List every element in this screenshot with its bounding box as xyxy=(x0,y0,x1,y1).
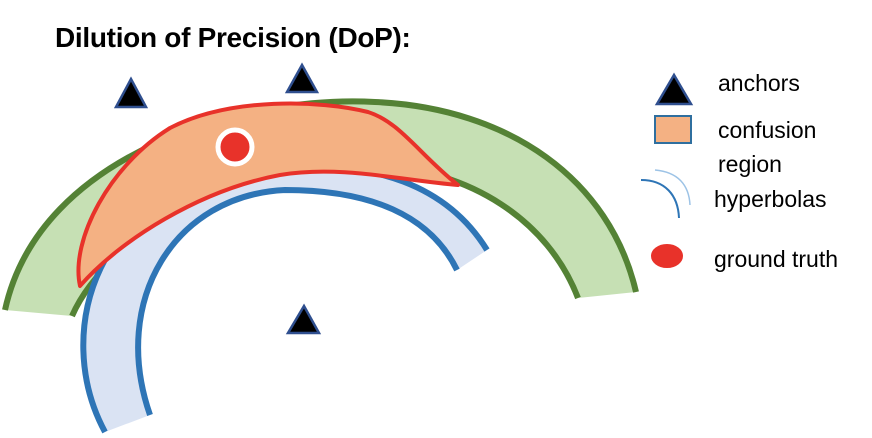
confusion-region xyxy=(76,101,460,288)
legend-hyperbola-arc-icon xyxy=(640,179,680,219)
legend-anchors-label: anchors xyxy=(718,70,800,96)
ground-truth-marker xyxy=(215,127,255,167)
diagram-title: Dilution of Precision (DoP): xyxy=(55,22,411,53)
anchor-triangle-icon xyxy=(113,76,149,109)
green-hyperbola-outer xyxy=(2,98,639,311)
legend-confusion-label: confusion xyxy=(718,117,817,143)
anchor-triangle-icon xyxy=(284,62,320,94)
legend-hyperbola-arc-icon xyxy=(654,169,691,206)
anchor-triangle-icon xyxy=(285,303,322,335)
legend-ground-truth-dot-icon xyxy=(647,240,687,272)
legend-hyperbolas-label: hyperbolas xyxy=(714,186,827,212)
legend-confusion-square-icon xyxy=(654,115,692,144)
legend-anchor-triangle-icon xyxy=(654,72,694,106)
legend-ground-truth-label: ground truth xyxy=(714,246,839,272)
legend-region-label: region xyxy=(718,151,782,177)
blue-hyperbola-inner xyxy=(135,186,460,416)
